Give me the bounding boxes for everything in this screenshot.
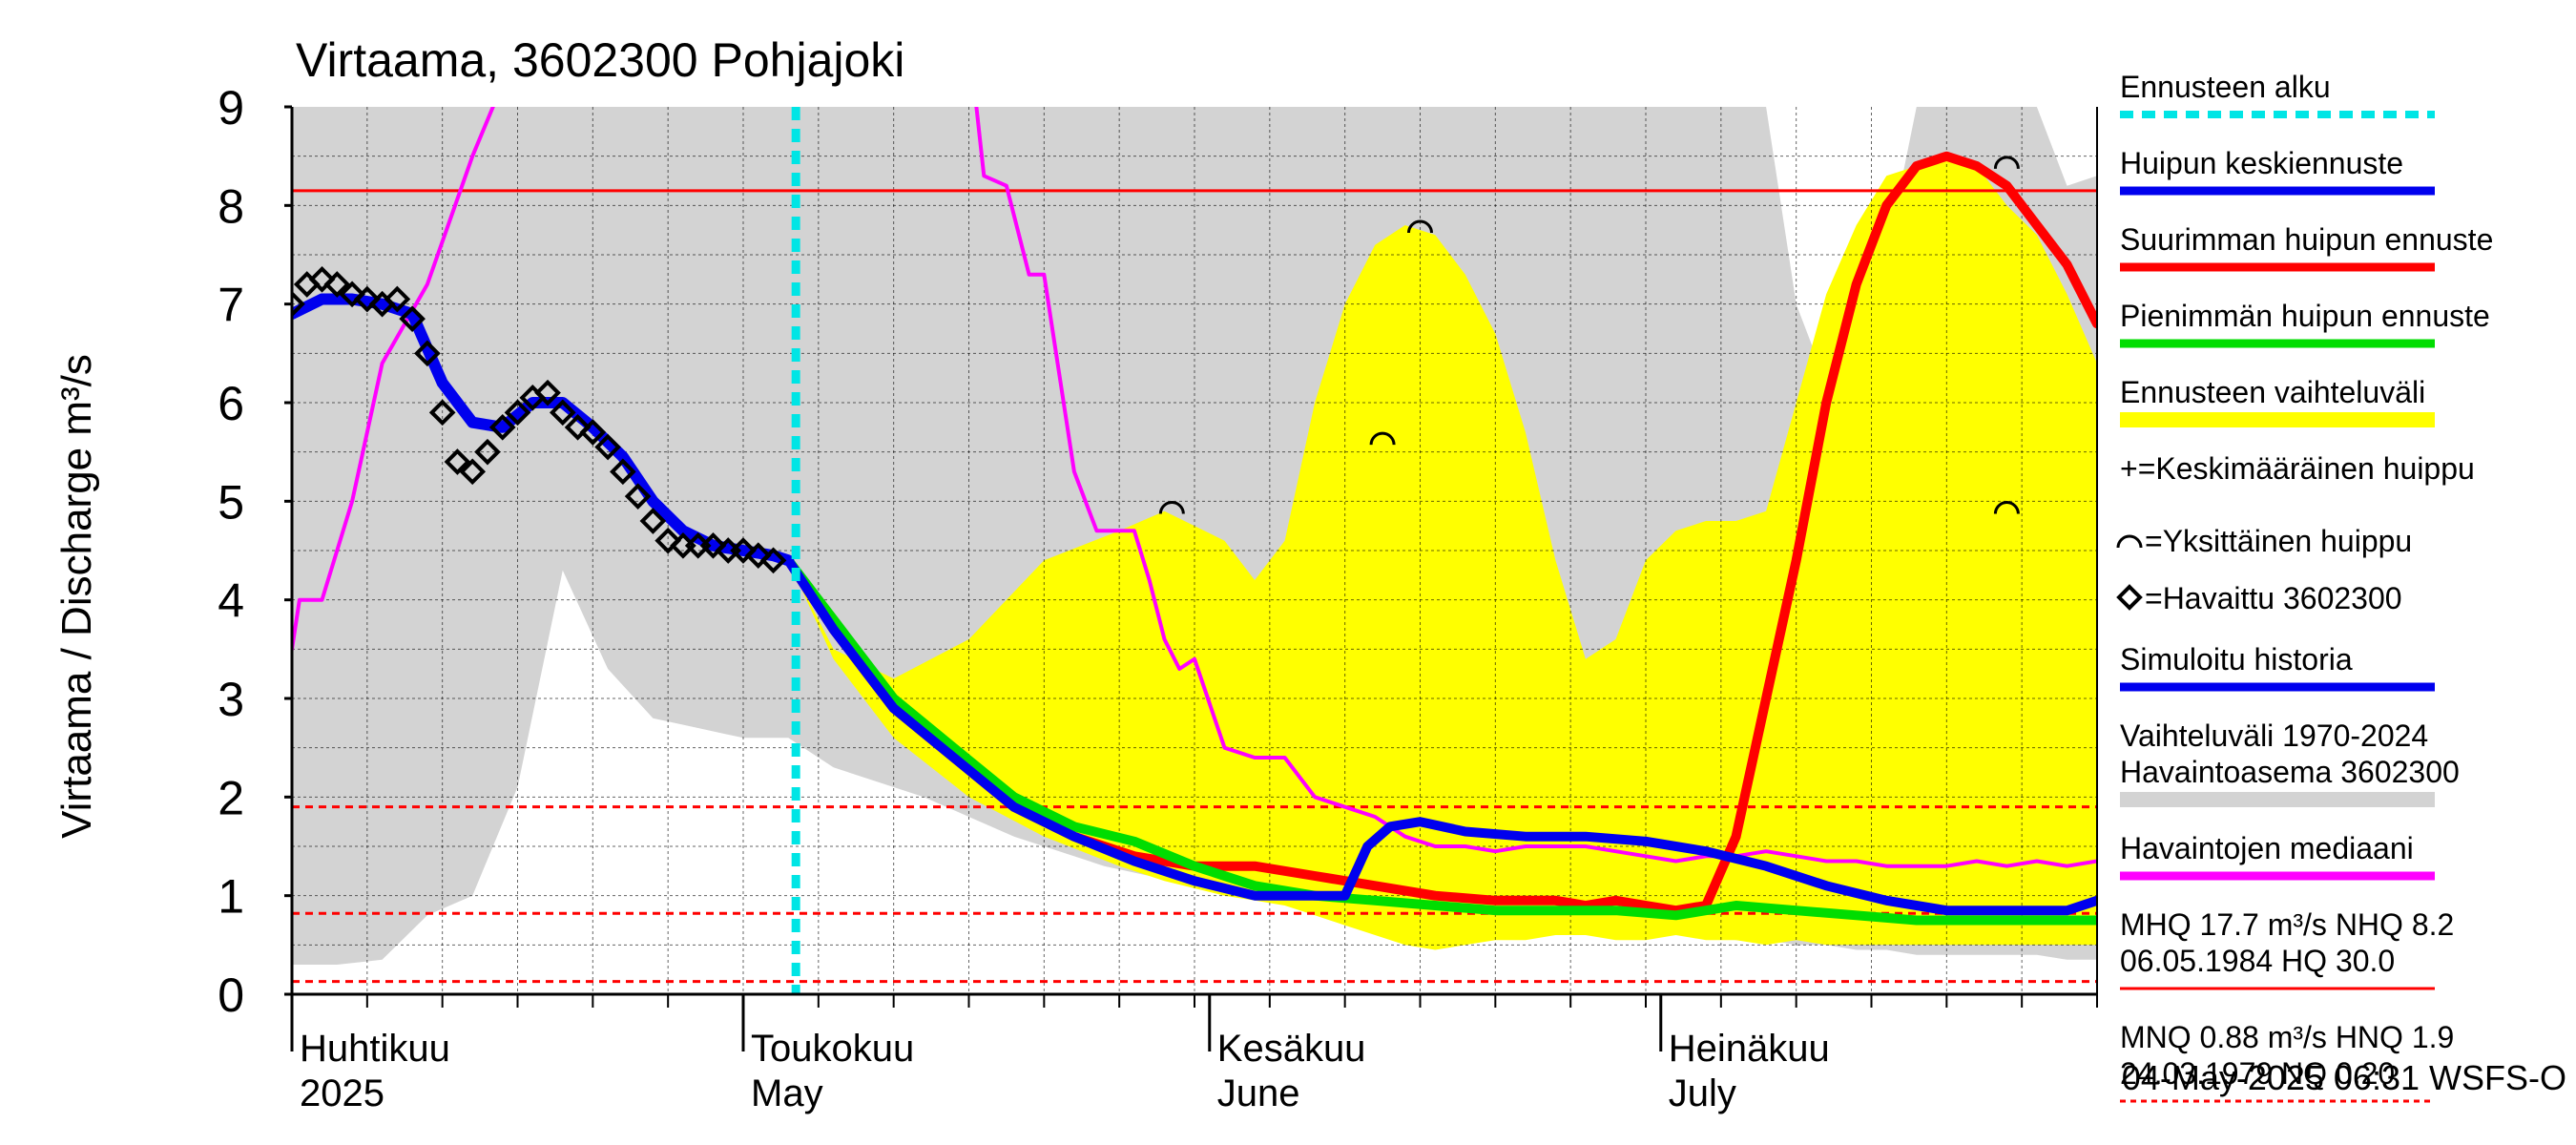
plot-content [292,107,2097,994]
legend-label: Suurimman huipun ennuste [2120,222,2493,257]
observed-point [730,537,757,564]
y-tick-label: 6 [218,377,244,430]
observed-point [699,532,727,559]
legend-label: +=Keskimääräinen huippu [2120,451,2475,486]
legend-label: =Havaittu 3602300 [2145,581,2402,615]
legend-label: MHQ 17.7 m³/s NHQ 8.2 [2120,907,2454,942]
legend: Ennusteen alku Huipun keskiennuste Suurimm… [2116,70,2493,1103]
observed-point [579,419,607,446]
observed-point [534,379,561,406]
x-month-label-en: June [1217,1072,1300,1114]
observed-point [459,458,487,486]
chart-title: Virtaama, 3602300 Pohjajoki [296,33,904,87]
x-month-label: Heinäkuu [1669,1028,1830,1070]
legend-label: Ennusteen alku [2120,70,2331,104]
y-tick-label: 1 [218,870,244,924]
observed-point [504,399,531,427]
peak-marker [1158,501,1185,514]
plot-area [292,107,2097,994]
y-tick-label: 5 [218,475,244,529]
legend-label: Simuloitu historia [2120,642,2353,677]
legend-label: 24.03.1979 NQ 0.20 [2120,1056,2395,1091]
observed-point [564,414,592,441]
legend-diamond-icon [2116,584,2143,611]
observed-point [414,340,441,367]
y-tick-label: 3 [218,673,244,726]
observed-point [744,542,772,569]
y-tick-label: 4 [218,574,244,628]
series-line-pienimm-n-huipun-ennuste [783,555,2097,926]
forecast-range-band [788,156,2097,950]
observed-point [488,414,516,441]
x-month-label-en: July [1669,1072,1736,1114]
observed-point [323,271,351,298]
y-tick-label: 9 [218,81,244,135]
legend-label: =Yksittäinen huippu [2145,524,2412,558]
y-tick-label: 0 [218,968,244,1022]
y-tick-label: 2 [218,771,244,824]
legend-peak-icon [2116,534,2143,549]
x-month-label: Kesäkuu [1217,1028,1366,1070]
y-axis-label: Virtaama / Discharge m³/s [53,354,100,839]
peak-marker [1407,219,1433,234]
legend-label: Havaintoasema 3602300 [2120,755,2460,789]
observed-point [549,399,576,427]
series-line-havaintojen-mediaani [292,107,2097,868]
peak-marker [1369,431,1396,446]
legend-label: Havaintojen mediaani [2120,831,2414,865]
observed-point [759,547,787,574]
observed-point [384,285,411,313]
observed-point [308,266,336,293]
y-tick-label: 7 [218,279,244,332]
legend-label: Pienimmän huipun ennuste [2120,299,2490,333]
observed-point [428,399,456,427]
observed-point [610,458,636,486]
legend-label: MNQ 0.88 m³/s HNQ 1.9 [2120,1020,2454,1054]
peak-marker [1993,501,2020,514]
legend-label: 06.05.1984 HQ 30.0 [2120,944,2395,978]
x-month-label-en: 2025 [300,1072,384,1114]
legend-swatch [2120,412,2435,427]
y-tick-label: 8 [218,179,244,233]
observed-point [339,281,365,308]
observed-point [639,508,667,534]
x-month-label-en: May [751,1072,823,1114]
peak-marker [1993,156,2020,169]
x-month-label: Toukokuu [751,1028,914,1070]
observed-point [594,433,621,461]
observed-point [624,483,652,510]
observed-point [292,290,305,318]
x-month-label: Huhtikuu [300,1028,450,1070]
legend-label: Vaihteluväli 1970-2024 [2120,718,2428,753]
legend-label: Ennusteen vaihteluväli [2120,375,2425,409]
observed-point [354,285,381,313]
observed-point [444,448,471,475]
legend-label: Huipun keskiennuste [2120,146,2403,180]
footer-timestamp: 04-May-2025 06:31 WSFS-O [2122,1058,2566,1097]
observed-point [474,438,501,466]
observed-point [654,527,681,554]
series-line-huipun-keskiennuste [783,555,2097,916]
observed-point [399,305,426,332]
legend-swatch [2120,792,2435,807]
